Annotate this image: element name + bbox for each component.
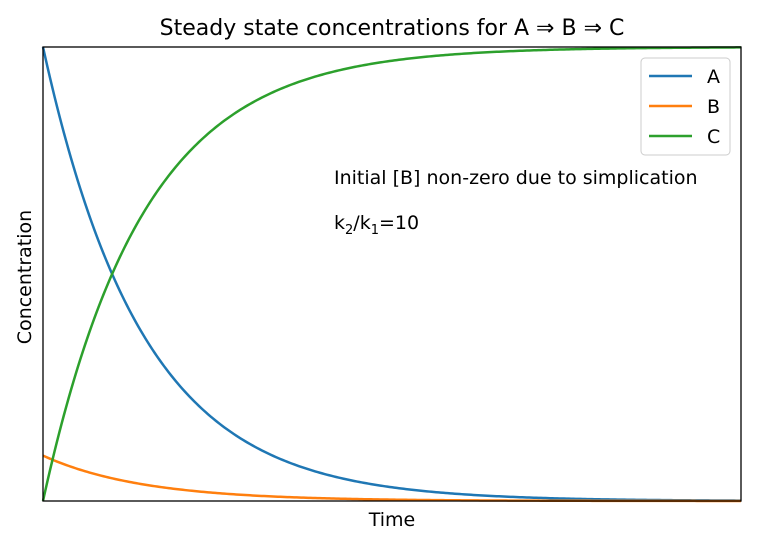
annotation-initial-b: Initial [B] non-zero due to simplication — [334, 167, 698, 189]
legend-label-c: C — [707, 126, 720, 148]
series-line-c — [41, 46, 742, 502]
y-axis-label: Concentration — [14, 210, 36, 344]
annotation-rate-ratio: k2/k1=10 — [334, 212, 419, 238]
legend: A B C — [640, 57, 731, 156]
legend-label-b: B — [707, 96, 720, 118]
x-axis-label: Time — [368, 509, 416, 531]
annotation-rate-ratio-base1: k — [334, 212, 345, 234]
plot-frame — [42, 46, 742, 502]
chart-title: Steady state concentrations for A ⇒ B ⇒ … — [160, 16, 625, 41]
annotation-rate-ratio-base2: k — [360, 212, 371, 234]
annotation-rate-ratio-sep: / — [353, 212, 360, 234]
annotation-rate-ratio-sub1: 2 — [345, 223, 353, 238]
annotation-rate-ratio-sub2: 1 — [371, 223, 379, 238]
annotation-rate-ratio-tail: =10 — [379, 212, 419, 234]
legend-label-a: A — [707, 66, 720, 88]
